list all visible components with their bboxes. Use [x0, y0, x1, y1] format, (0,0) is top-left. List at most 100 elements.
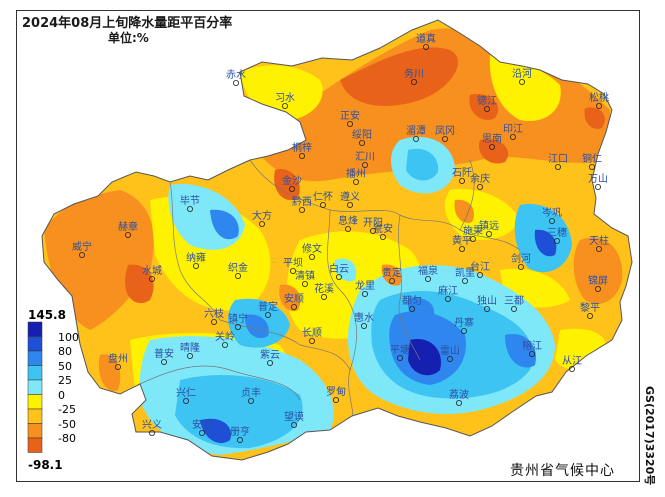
station-dot	[332, 396, 339, 403]
station-name: 晴隆	[180, 341, 200, 354]
station-name: 荔波	[449, 388, 469, 401]
legend-swatch	[27, 437, 43, 453]
station-name: 开阳	[363, 217, 383, 229]
prefecture-boundaries	[139, 159, 521, 417]
legend-min-label: -98.1	[28, 458, 63, 472]
station-name: 安顺	[284, 292, 304, 305]
station-marker: 瓮安	[373, 222, 393, 240]
legend-class-label: 100	[58, 330, 79, 344]
station-name: 正安	[340, 109, 360, 122]
station-dot	[290, 303, 297, 310]
station-marker: 绥阳	[352, 129, 372, 146]
station-marker: 荔波	[449, 388, 469, 406]
station-name: 紫云	[260, 349, 280, 361]
station-dot	[595, 183, 602, 190]
legend-class-label: 50	[58, 359, 72, 373]
station-marker: 罗甸	[326, 385, 346, 403]
station-name: 务川	[404, 67, 424, 80]
station-marker: 松桃	[589, 91, 609, 110]
legend-class-label: -25	[58, 403, 76, 416]
station-name: 兴仁	[176, 387, 196, 399]
station-dot	[555, 163, 562, 170]
station-marker: 天柱	[589, 234, 609, 252]
station-name: 福泉	[418, 264, 438, 277]
station-marker: 兴仁	[176, 387, 196, 404]
station-name: 施秉	[463, 224, 483, 237]
station-name: 平塘	[390, 343, 410, 356]
station-dot	[192, 262, 199, 269]
station-name: 都匀	[402, 295, 422, 307]
station-name: 普安	[154, 347, 174, 360]
station-marker: 剑河	[511, 252, 531, 270]
station-name: 赤水	[226, 69, 246, 81]
station-name: 德江	[477, 94, 497, 107]
station-marker: 播州	[346, 167, 366, 185]
station-marker: 锦屏	[588, 274, 608, 292]
station-name: 播州	[346, 167, 366, 180]
station-name: 天柱	[589, 234, 609, 247]
station-marker: 印江	[503, 123, 523, 140]
station-dot	[595, 285, 602, 292]
station-dot	[485, 230, 492, 237]
station-marker: 三都	[504, 295, 524, 312]
station-marker: 息烽	[338, 214, 358, 232]
station-name: 黔西	[292, 195, 312, 208]
station-marker: 雷山	[440, 345, 460, 362]
station-dot	[232, 80, 239, 87]
station-dot	[554, 237, 561, 244]
station-name: 平坝	[283, 257, 303, 269]
station-name: 花溪	[314, 282, 334, 295]
station-dot	[476, 183, 483, 190]
station-marker: 凯里	[455, 266, 475, 284]
station-dot	[469, 235, 476, 242]
station-marker: 望谟	[284, 410, 304, 428]
station-name: 凯里	[455, 266, 475, 279]
station-name: 惠水	[354, 311, 374, 324]
station-dot	[335, 273, 342, 280]
station-dot	[596, 103, 603, 110]
station-dot	[483, 106, 490, 113]
station-marker: 道真	[416, 32, 436, 51]
station-dot	[298, 206, 305, 213]
station-marker: 大方	[252, 209, 272, 227]
station-marker: 安龙	[192, 418, 212, 436]
legend-class-label: 25	[58, 374, 72, 387]
station-dot	[308, 337, 315, 344]
station-marker: 正安	[340, 109, 360, 128]
station-marker: 贵定	[382, 266, 402, 284]
station-marker: 平坝	[283, 257, 303, 274]
station-name: 六枝	[204, 307, 224, 320]
station-name: 威宁	[72, 240, 92, 253]
map-title: 2024年08月上旬降水量距平百分率	[22, 16, 233, 31]
station-name: 汇川	[355, 150, 375, 163]
station-name: 织金	[228, 261, 248, 274]
station-marker: 清镇	[295, 269, 315, 287]
station-name: 道真	[416, 32, 436, 45]
station-marker: 台江	[470, 260, 490, 278]
station-name: 榕江	[522, 339, 542, 352]
station-name: 丹寨	[454, 316, 474, 329]
legend-swatch	[27, 365, 43, 381]
station-marker: 兴义	[142, 419, 162, 436]
station-dot	[476, 271, 483, 278]
legend-swatch	[27, 379, 43, 395]
station-dot	[308, 253, 315, 260]
station-name: 镇远	[479, 219, 499, 232]
station-name: 毕节	[180, 194, 200, 207]
station-name: 大方	[252, 209, 272, 222]
station-dot	[234, 323, 241, 330]
station-name: 金沙	[282, 174, 302, 187]
station-dot	[125, 231, 132, 238]
station-marker: 习水	[275, 92, 295, 110]
station-dot	[264, 311, 271, 318]
station-dot	[344, 225, 351, 232]
station-dot	[396, 354, 403, 361]
station-marker: 平塘	[390, 343, 410, 361]
station-marker: 三穗	[547, 226, 567, 244]
station-name: 兴义	[142, 419, 162, 431]
station-name: 三穗	[547, 226, 567, 239]
approval-number-text: GS(2017)3320号	[643, 386, 656, 486]
station-name: 绥阳	[352, 129, 372, 141]
station-dot	[289, 267, 296, 274]
station-marker: 织金	[228, 261, 248, 279]
